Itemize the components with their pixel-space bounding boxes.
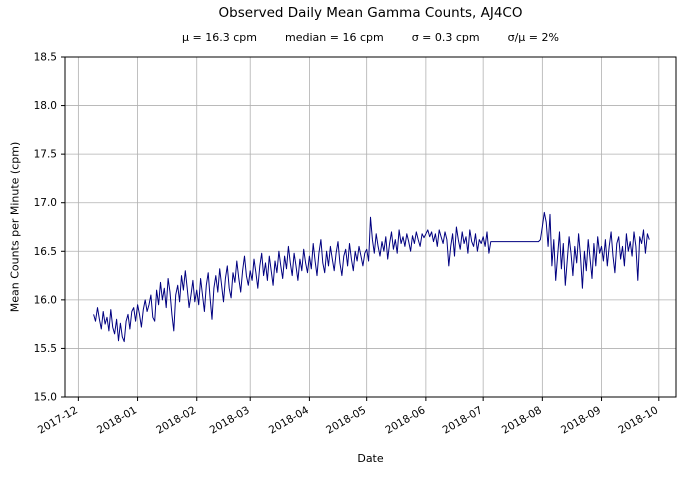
stat-median: median = 16 cpm	[285, 31, 384, 44]
y-tick-label: 17.5	[34, 149, 57, 161]
x-tick-label: 2018-08	[500, 404, 544, 436]
y-tick-label: 18.0	[34, 100, 57, 112]
gamma-counts-series-line	[93, 211, 650, 343]
chart-title: Observed Daily Mean Gamma Counts, AJ4CO	[218, 5, 523, 21]
x-axis-label: Date	[357, 452, 384, 465]
x-tick-label: 2018-10	[616, 404, 660, 436]
plot-border	[64, 56, 677, 398]
x-tick-label: 2018-06	[383, 404, 427, 436]
y-tick-label: 15.0	[34, 392, 57, 404]
x-tick-label: 2018-05	[324, 404, 368, 436]
x-tick-label: 2018-03	[208, 404, 252, 436]
stat-sigma: σ = 0.3 cpm	[411, 31, 480, 44]
x-tick-label: 2018-07	[441, 404, 485, 436]
stat-mean: μ = 16.3 cpm	[182, 31, 257, 44]
x-tick-label: 2018-02	[154, 404, 198, 436]
y-tick-label: 16.0	[34, 294, 57, 306]
y-tick-label: 18.5	[34, 52, 57, 64]
y-tick-label: 15.5	[34, 343, 57, 355]
stat-sigma-over-mu: σ/μ = 2%	[507, 31, 559, 44]
y-tick-label: 16.5	[34, 246, 57, 258]
y-tick-label: 17.0	[34, 197, 57, 209]
x-tick-label: 2018-01	[95, 404, 139, 436]
x-tick-label: 2018-04	[267, 404, 311, 436]
x-tick-label: 2017-12	[36, 404, 80, 436]
x-tick-label: 2018-09	[559, 404, 603, 436]
chart-subtitle: μ = 16.3 cpm median = 16 cpm σ = 0.3 cpm…	[65, 31, 676, 44]
